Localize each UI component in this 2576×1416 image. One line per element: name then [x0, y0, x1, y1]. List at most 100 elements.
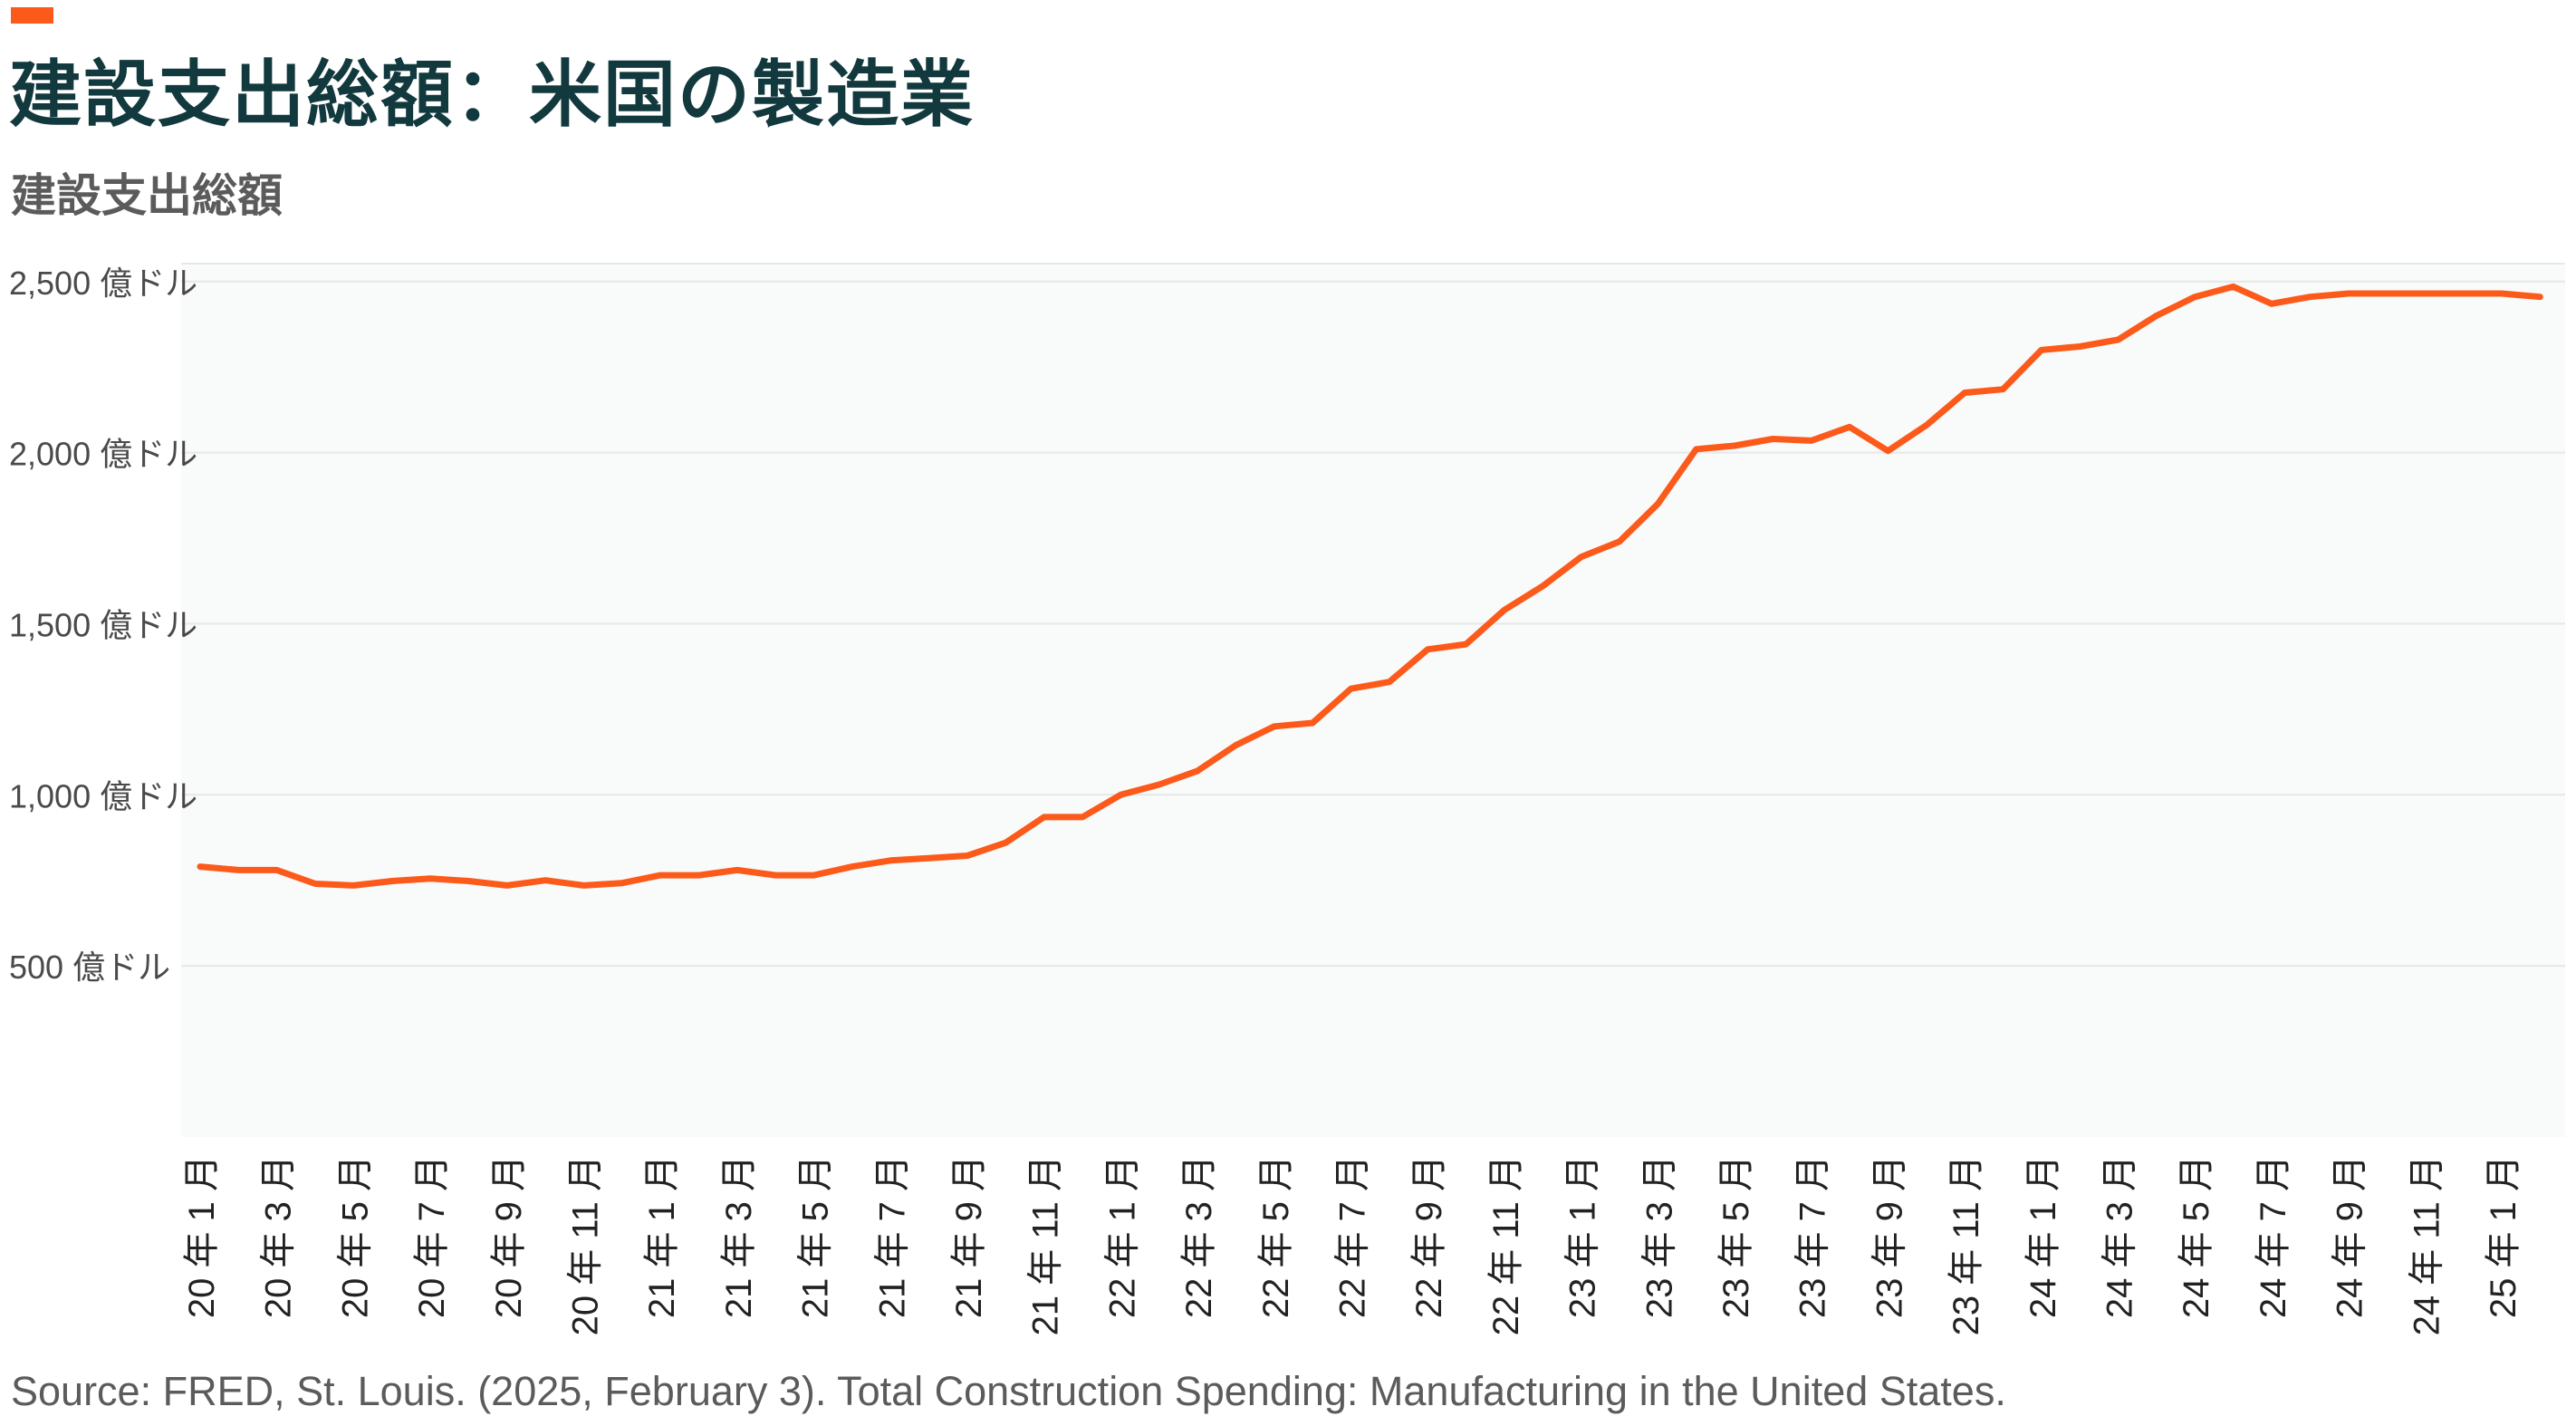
- data-point: [658, 872, 664, 879]
- series-line: [197, 283, 2543, 889]
- data-point: [543, 877, 549, 883]
- gridlines: [181, 263, 2565, 968]
- data-point: [773, 872, 779, 879]
- data-point: [1885, 448, 1891, 454]
- data-point: [696, 872, 702, 879]
- data-point: [351, 882, 357, 889]
- x-tick-label: 22 年 5 月: [1256, 1155, 1296, 1318]
- x-tick-label: 20 年 3 月: [259, 1155, 299, 1318]
- data-point: [2192, 294, 2198, 300]
- y-axis-labels: 500 億ドル 1,000 億ドル 1,500 億ドル 2,000 億ドル 2,500 …: [9, 265, 197, 986]
- y-tick-label: 1,000 億ドル: [9, 777, 197, 814]
- y-tick-label: 2,500 億ドル: [9, 265, 197, 302]
- x-axis-labels: 20 年 1 月 20 年 3 月 20 年 5 月 20 年 7 月 20 年 9 月…: [182, 1155, 2523, 1335]
- data-point: [2268, 301, 2274, 307]
- x-tick-label: 21 年 1 月: [642, 1155, 682, 1318]
- source-note: Source: FRED, St. Louis. (2025, February…: [11, 1368, 2006, 1414]
- data-point: [1425, 646, 1431, 652]
- data-point: [2115, 337, 2121, 342]
- data-point: [1233, 742, 1239, 748]
- data-point: [389, 878, 395, 884]
- x-tick-label: 22 年 1 月: [1102, 1155, 1142, 1318]
- data-point: [1540, 583, 1546, 589]
- accent-bar: [11, 7, 53, 24]
- chart-title: 建設支出総額：米国の製造業: [9, 53, 975, 137]
- x-tick-label: 22 年 7 月: [1333, 1155, 1373, 1318]
- data-point: [888, 857, 894, 863]
- data-point: [1386, 679, 1392, 685]
- x-tick-label: 23 年 9 月: [1870, 1155, 1909, 1318]
- data-point: [1003, 840, 1009, 846]
- data-point: [197, 863, 203, 870]
- data-point: [274, 867, 280, 873]
- data-point: [2307, 294, 2313, 300]
- data-point: [2499, 291, 2504, 296]
- x-tick-label: 21 年 3 月: [719, 1155, 759, 1318]
- x-tick-label: 24 年 5 月: [2177, 1155, 2216, 1318]
- data-point: [1923, 422, 1929, 429]
- data-point: [581, 882, 587, 889]
- data-point: [504, 882, 510, 889]
- x-tick-label: 22 年 9 月: [1409, 1155, 1449, 1318]
- data-point: [1808, 438, 1814, 444]
- x-tick-label: 20 年 9 月: [489, 1155, 529, 1318]
- data-point: [850, 863, 855, 870]
- data-point: [2153, 313, 2159, 319]
- data-point: [2077, 343, 2083, 350]
- x-tick-label: 20 年 5 月: [335, 1155, 375, 1318]
- x-tick-label: 24 年 7 月: [2254, 1155, 2293, 1318]
- data-point: [1195, 767, 1201, 774]
- data-point: [734, 867, 740, 873]
- x-tick-label: 23 年 3 月: [1639, 1155, 1679, 1318]
- x-tick-label: 24 年 11 月: [2407, 1155, 2446, 1335]
- data-point: [1693, 446, 1699, 452]
- data-point: [1962, 390, 1968, 396]
- data-point: [1041, 814, 1047, 820]
- data-point: [2422, 291, 2428, 296]
- plot-background: [181, 263, 2565, 1137]
- data-point: [1578, 554, 1584, 560]
- x-tick-label: 23 年 7 月: [1793, 1155, 1833, 1318]
- data-point: [2460, 291, 2466, 296]
- x-tick-label: 24 年 3 月: [2100, 1155, 2140, 1318]
- data-point: [619, 880, 625, 886]
- data-point: [1271, 723, 1277, 729]
- data-point: [1156, 782, 1162, 787]
- data-point: [2230, 284, 2236, 290]
- x-tick-label: 24 年 1 月: [2023, 1155, 2063, 1318]
- data-point: [1118, 792, 1124, 798]
- data-point: [2537, 294, 2543, 300]
- x-tick-label: 23 年 1 月: [1563, 1155, 1603, 1318]
- y-tick-label: 1,500 億ドル: [9, 606, 197, 643]
- data-point: [1463, 641, 1469, 648]
- data-point: [811, 872, 817, 879]
- x-tick-label: 23 年 11 月: [1946, 1155, 1986, 1335]
- data-point: [1501, 607, 1507, 613]
- data-point: [1310, 720, 1316, 726]
- data-point: [1348, 686, 1354, 692]
- x-tick-label: 22 年 11 月: [1486, 1155, 1526, 1335]
- data-point: [312, 881, 319, 887]
- x-tick-label: 20 年 1 月: [182, 1155, 222, 1318]
- x-tick-label: 21 年 5 月: [796, 1155, 836, 1318]
- data-point: [1617, 538, 1622, 544]
- y-tick-label: 500 億ドル: [9, 949, 170, 986]
- data-point: [1847, 424, 1852, 430]
- x-tick-label: 20 年 11 月: [566, 1155, 606, 1335]
- data-point: [2000, 386, 2006, 392]
- data-point: [2384, 291, 2389, 296]
- line-chart: 500 億ドル 1,000 億ドル 1,500 億ドル 2,000 億ドル 2,500 …: [9, 263, 2565, 1335]
- data-points: [197, 284, 2543, 889]
- chart-subtitle: 建設支出総額: [11, 169, 283, 222]
- data-point: [235, 867, 242, 873]
- data-point: [1080, 814, 1086, 820]
- data-point: [2345, 291, 2351, 296]
- x-tick-label: 21 年 7 月: [872, 1155, 912, 1318]
- data-point: [926, 855, 932, 862]
- x-tick-label: 24 年 9 月: [2331, 1155, 2370, 1318]
- data-point: [1655, 501, 1661, 507]
- y-tick-label: 2,000 億ドル: [9, 436, 197, 473]
- x-tick-label: 23 年 5 月: [1716, 1155, 1756, 1318]
- x-tick-label: 25 年 1 月: [2484, 1155, 2523, 1318]
- x-tick-label: 21 年 11 月: [1026, 1155, 1066, 1335]
